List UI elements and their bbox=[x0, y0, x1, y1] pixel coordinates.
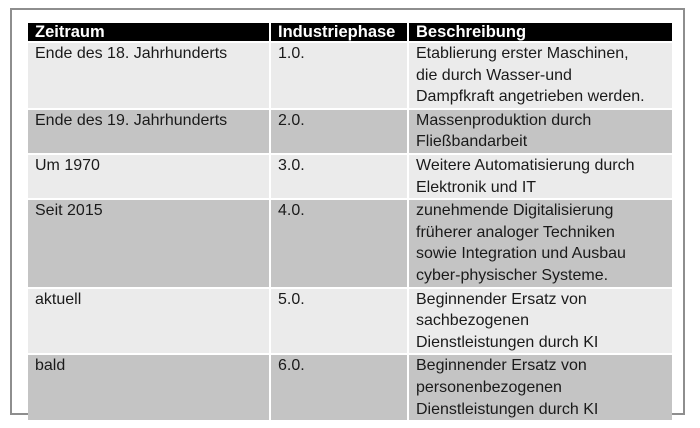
table-row: aktuell 5.0. Beginnender Ersatz von sach… bbox=[28, 286, 672, 355]
period-text: bald bbox=[35, 357, 66, 375]
table-row: Ende des 19. Jahrhunderts 2.0. Massenpro… bbox=[28, 107, 672, 154]
period-cell: Ende des 18. Jahrhunderts bbox=[28, 41, 270, 109]
description-text: Weitere Automatisierung durch Elektronik… bbox=[416, 156, 635, 196]
description-cell: Beginnender Ersatz von sachbezogenen Die… bbox=[407, 286, 672, 355]
phase-text: 1.0. bbox=[278, 45, 305, 62]
phase-text: 6.0. bbox=[278, 357, 305, 375]
header-description: Beschreibung bbox=[407, 23, 672, 42]
phase-text: 3.0. bbox=[278, 156, 305, 174]
period-text: Ende des 18. Jahrhunderts bbox=[35, 45, 228, 62]
description-text: Etablierung erster Maschinen, die durch … bbox=[416, 45, 645, 106]
phase-cell: 6.0. bbox=[269, 353, 408, 421]
period-text: Seit 2015 bbox=[35, 202, 103, 220]
phase-cell: 3.0. bbox=[269, 152, 408, 200]
phase-text: 2.0. bbox=[278, 111, 305, 129]
phase-cell: 2.0. bbox=[269, 107, 408, 154]
description-text: Beginnender Ersatz von personenbezogenen… bbox=[416, 357, 599, 418]
industry-phases-table: Zeitraum Industriephase Beschreibung End… bbox=[28, 23, 672, 421]
table-row: Ende des 18. Jahrhunderts 1.0. Etablieru… bbox=[28, 41, 672, 109]
header-period: Zeitraum bbox=[28, 23, 270, 42]
table-row: Seit 2015 4.0. zunehmende Digitalisierun… bbox=[28, 198, 672, 288]
description-text: zunehmende Digitalisierung früherer anal… bbox=[416, 202, 626, 284]
period-cell: Um 1970 bbox=[28, 152, 270, 200]
header-phase: Industriephase bbox=[269, 23, 408, 42]
description-cell: Etablierung erster Maschinen, die durch … bbox=[407, 41, 672, 109]
table-body: Ende des 18. Jahrhunderts 1.0. Etablieru… bbox=[28, 41, 672, 421]
description-text: Massenproduktion durch Fließbandarbeit bbox=[416, 111, 592, 151]
phase-cell: 5.0. bbox=[269, 286, 408, 355]
header-row: Zeitraum Industriephase Beschreibung bbox=[28, 23, 672, 42]
period-cell: aktuell bbox=[28, 286, 270, 355]
phase-cell: 1.0. bbox=[269, 41, 408, 109]
table-header: Zeitraum Industriephase Beschreibung bbox=[28, 23, 672, 42]
period-text: Um 1970 bbox=[35, 156, 100, 174]
table-row: bald 6.0. Beginnender Ersatz von persone… bbox=[28, 353, 672, 421]
description-cell: Massenproduktion durch Fließbandarbeit bbox=[407, 107, 672, 154]
period-cell: bald bbox=[28, 353, 270, 421]
phase-cell: 4.0. bbox=[269, 198, 408, 288]
description-cell: zunehmende Digitalisierung früherer anal… bbox=[407, 198, 672, 288]
period-text: Ende des 19. Jahrhunderts bbox=[35, 111, 228, 129]
description-cell: Beginnender Ersatz von personenbezogenen… bbox=[407, 353, 672, 421]
period-text: aktuell bbox=[35, 290, 82, 308]
table-row: Um 1970 3.0. Weitere Automatisierung dur… bbox=[28, 152, 672, 200]
description-cell: Weitere Automatisierung durch Elektronik… bbox=[407, 152, 672, 200]
phase-text: 5.0. bbox=[278, 290, 305, 308]
description-text: Beginnender Ersatz von sachbezogenen Die… bbox=[416, 290, 599, 351]
period-cell: Ende des 19. Jahrhunderts bbox=[28, 107, 270, 154]
phase-text: 4.0. bbox=[278, 202, 305, 220]
period-cell: Seit 2015 bbox=[28, 198, 270, 288]
